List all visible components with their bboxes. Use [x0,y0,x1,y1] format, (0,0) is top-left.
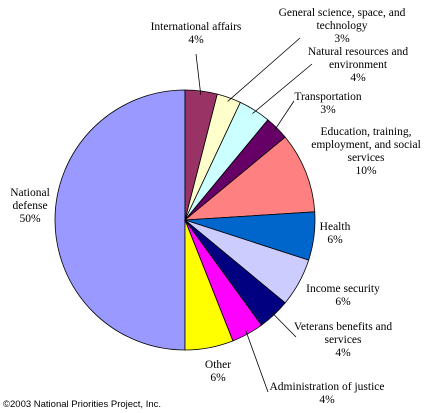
slice-percent-label: 4% [188,34,204,46]
slice-name-line: Administration of justice [270,381,385,393]
slice-percent-label: 6% [327,234,343,246]
pie-slice-other [184,219,234,351]
slice-labels: National defense 50%International affairs 4… [10,7,421,406]
leader-line-international-affairs [195,53,202,96]
slice-percent-label: 4% [335,347,351,359]
slice-label-national-defense: National defense 50% [10,187,50,225]
slice-label-other: Other 6% [205,359,231,384]
slice-percent-label: 6% [210,372,226,384]
slice-name-line: Education, training, [320,126,411,138]
pie-slice-education-training [183,136,316,221]
leader-lines [195,37,313,393]
slice-percent-label: 4% [350,72,366,84]
slice-label-transportation: Transportation 3% [294,91,362,116]
slice-name-line: Income security [306,283,380,295]
copyright-text: ©2003 National Priorities Project, Inc. [3,399,161,410]
slice-name-line: services [324,334,362,346]
slice-name-line: technology [316,20,367,32]
slice-name-line: International affairs [151,21,242,33]
leader-line-veterans-benefits [270,311,297,338]
slice-name-line: employment, and social [311,139,421,151]
slice-label-international-affairs: International affairs 4% [151,21,242,46]
slice-label-administration-of-justice: Administration of justice 4% [270,381,385,406]
slice-label-health: Health 6% [320,221,351,246]
slice-label-veterans-benefits: Veterans benefits and services 4% [294,321,393,359]
slice-percent-label: 6% [335,296,351,308]
slice-label-general-science-space-technology: General science, space, and technology 3% [279,7,406,45]
leader-line-administration-of-justice [245,330,269,393]
pie-slices [54,89,316,351]
slice-name-line: Transportation [294,91,362,103]
slice-label-education-training: Education, training, employment, and soci… [311,126,421,177]
leader-line-transportation [273,100,295,132]
slice-percent-label: 3% [334,33,350,45]
slice-name-line: Veterans benefits and [294,321,393,333]
slice-name-line: Other [205,359,231,371]
leader-line-natural-resources-environment [252,63,313,114]
slice-percent-label: 10% [355,165,377,177]
slice-percent-label: 50% [19,213,41,225]
slice-name-line: National [10,187,50,199]
slice-name-line: General science, space, and [279,7,406,19]
slice-name-line: Health [320,221,351,233]
leader-line-general-science-space-technology [227,37,301,102]
slice-name-line: services [347,152,385,164]
slice-name-line: environment [329,59,388,71]
slice-label-natural-resources-environment: Natural resources and environment 4% [308,46,409,84]
slice-label-income-security: Income security 6% [306,283,380,308]
slice-name-line: Natural resources and [308,46,409,58]
pie-slice-national-defense [54,89,186,351]
slice-name-line: defense [12,200,47,212]
slice-percent-label: 3% [320,104,336,116]
slice-percent-label: 4% [319,394,335,406]
